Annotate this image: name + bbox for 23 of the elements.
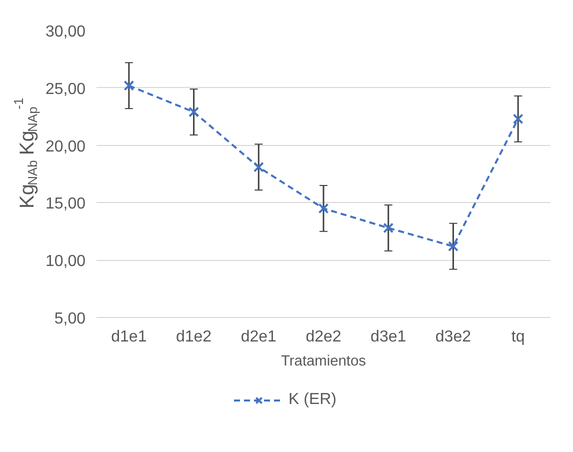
x-tick-label: d3e1 xyxy=(370,328,406,346)
y-tick-label: 15,00 xyxy=(45,196,86,213)
point xyxy=(512,114,524,124)
x-tick-label: d1e1 xyxy=(111,328,147,346)
point xyxy=(188,106,200,118)
point xyxy=(383,222,394,234)
y-tick-label: 10,00 xyxy=(45,253,86,270)
point xyxy=(253,162,264,172)
point xyxy=(448,241,458,252)
y-tick-label: 25,00 xyxy=(45,80,86,98)
y-axis-title: KgNAb KgNAp-1 xyxy=(11,98,40,209)
y-tick-label: 5,00 xyxy=(54,310,86,328)
x-tick-label: tq xyxy=(511,328,525,346)
point xyxy=(318,203,329,214)
y-tick-label: 20,00 xyxy=(45,138,86,156)
y-tick-label: 30,00 xyxy=(45,24,86,40)
x-tick-label: d1e2 xyxy=(176,328,212,346)
x-axis-title: Tratamientos xyxy=(281,354,366,370)
legend-label: K (ER) xyxy=(288,390,336,408)
x-tick-label: d2e2 xyxy=(306,328,342,346)
x-tick-label: d3e2 xyxy=(435,328,472,346)
x-tick-label: d2e1 xyxy=(240,328,277,346)
point xyxy=(124,80,134,91)
